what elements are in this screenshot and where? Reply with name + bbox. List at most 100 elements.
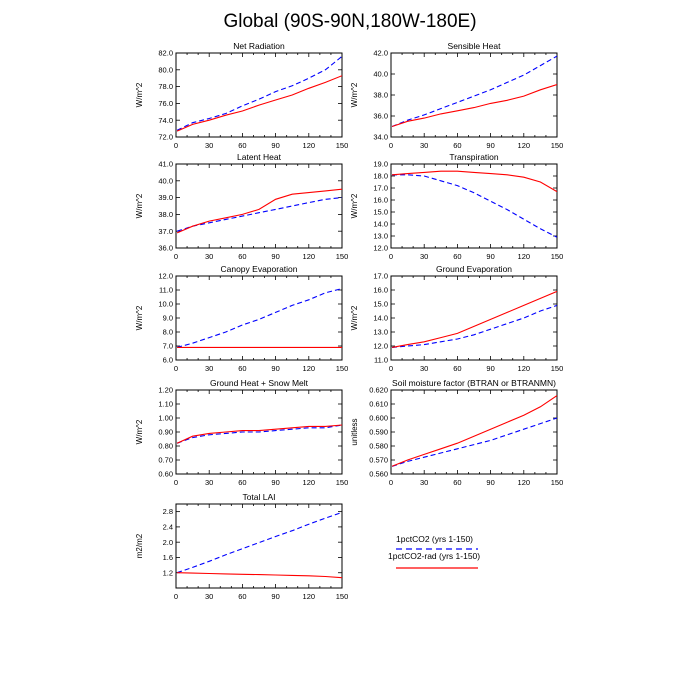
x-tick-label: 30: [420, 141, 428, 150]
x-tick-label: 90: [486, 141, 494, 150]
x-tick-label: 90: [486, 364, 494, 373]
y-tick-label: 16.0: [373, 196, 388, 205]
y-tick-label: 15.0: [373, 208, 388, 217]
legend-label-1pctco2: 1pctCO2 (yrs 1-150): [396, 534, 473, 544]
x-tick-label: 60: [238, 592, 246, 601]
plot-frame: [390, 389, 558, 475]
y-tick-label: 1.2: [163, 568, 173, 577]
series-group: [176, 424, 342, 444]
x-tick-label: 0: [174, 364, 178, 373]
x-tick-label: 30: [205, 364, 213, 373]
y-axis-label: W/m^2: [135, 419, 144, 444]
y-axis-label: W/m^2: [135, 82, 144, 107]
y-tick-label: 0.560: [369, 470, 388, 479]
plot-frame: [175, 52, 343, 138]
x-tick-label: 0: [174, 141, 178, 150]
x-tick-label: 60: [238, 141, 246, 150]
y-tick-label: 0.620: [369, 386, 388, 395]
y-tick-label: 0.80: [158, 442, 173, 451]
chart-panels: Net Radiation W/m^2 0 30 60 90 120 150 72.0 74.0 7…: [135, 41, 563, 601]
x-tick-label: 0: [389, 478, 393, 487]
x-tick-label: 150: [551, 141, 564, 150]
panel-title: Latent Heat: [237, 152, 282, 162]
x-tick-label: 120: [518, 252, 531, 261]
y-tick-label: 12.0: [373, 244, 388, 253]
y-tick-label: 0.70: [158, 456, 173, 465]
x-tick-label: 120: [518, 141, 531, 150]
y-tick-label: 13.0: [373, 232, 388, 241]
x-tick-label: 30: [205, 252, 213, 261]
x-tick-label: 30: [420, 364, 428, 373]
series-group: [392, 290, 557, 348]
series-line-1pctco2-rad: [176, 188, 342, 234]
y-tick-label: 36.0: [373, 112, 388, 121]
series-group: [391, 55, 557, 128]
y-tick-label: 11.0: [159, 286, 173, 295]
panel-title: Ground Heat + Snow Melt: [210, 378, 309, 388]
series-line-1pctco2-rad: [177, 572, 342, 579]
x-tick-label: 60: [238, 478, 246, 487]
series-line-1pctco2: [391, 55, 557, 128]
x-tick-label: 30: [420, 478, 428, 487]
y-tick-label: 1.00: [158, 414, 173, 423]
x-tick-label: 0: [174, 252, 178, 261]
panel-title: Canopy Evaporation: [220, 264, 297, 274]
y-tick-label: 1.6: [163, 553, 173, 562]
y-axis-label: W/m^2: [135, 193, 144, 218]
y-tick-label: 13.0: [373, 328, 388, 337]
y-tick-label: 15.0: [373, 300, 388, 309]
y-tick-label: 40.0: [158, 176, 173, 185]
x-tick-label: 90: [271, 252, 279, 261]
x-tick-label: 150: [551, 364, 564, 373]
panel-title: Total LAI: [242, 492, 275, 502]
panel-title: Net Radiation: [233, 41, 285, 51]
series-line-1pctco2: [176, 511, 342, 574]
y-tick-label: 2.8: [163, 507, 173, 516]
series-line-1pctco2: [392, 174, 557, 238]
series-group: [176, 511, 342, 579]
x-tick-label: 90: [486, 252, 494, 261]
series-line-1pctco2: [176, 197, 342, 232]
legend-label-1pctco2-rad: 1pctCO2-rad (yrs 1-150): [388, 551, 480, 561]
series-line-1pctco2-rad: [392, 170, 557, 193]
y-tick-label: 14.0: [373, 220, 388, 229]
y-tick-label: 12.0: [158, 272, 173, 281]
panel-title: Transpiration: [449, 152, 499, 162]
panel-latent-heat: Latent Heat W/m^2 0 30 60 90 120 150 36.0 37.0 38.…: [135, 152, 348, 261]
x-tick-label: 150: [336, 141, 349, 150]
y-tick-label: 38.0: [158, 210, 173, 219]
x-tick-label: 60: [238, 364, 246, 373]
y-tick-label: 17.0: [373, 184, 388, 193]
x-tick-label: 0: [174, 478, 178, 487]
y-tick-label: 9.0: [163, 314, 173, 323]
series-group: [392, 170, 557, 238]
panel-title: Soil moisture factor (BTRAN or BTRANMN): [392, 378, 556, 388]
x-tick-label: 150: [336, 592, 349, 601]
x-tick-label: 90: [486, 478, 494, 487]
x-tick-label: 150: [336, 252, 349, 261]
x-tick-label: 30: [205, 478, 213, 487]
x-tick-label: 120: [303, 141, 316, 150]
x-tick-label: 120: [303, 364, 316, 373]
y-tick-label: 76.0: [158, 99, 173, 108]
x-tick-label: 30: [205, 592, 213, 601]
x-tick-label: 90: [271, 364, 279, 373]
series-line-1pctco2: [176, 288, 342, 348]
y-tick-label: 42.0: [373, 49, 388, 58]
x-tick-label: 0: [389, 364, 393, 373]
panel-title: Sensible Heat: [448, 41, 502, 51]
series-line-1pctco2-rad: [392, 290, 557, 348]
y-tick-label: 1.10: [158, 400, 173, 409]
y-tick-label: 0.90: [158, 428, 173, 437]
y-tick-label: 12.0: [373, 342, 388, 351]
y-tick-label: 10.0: [158, 300, 173, 309]
y-tick-label: 37.0: [158, 227, 173, 236]
x-tick-label: 120: [303, 478, 316, 487]
series-group: [176, 55, 342, 132]
panel-soil-moisture-factor-btran-or-btranmn: Soil moisture factor (BTRAN or BTRANMN) u…: [350, 378, 563, 487]
y-tick-label: 7.0: [163, 342, 173, 351]
y-tick-label: 80.0: [158, 65, 173, 74]
series-line-1pctco2: [176, 55, 342, 131]
series-line-1pctco2: [392, 304, 557, 348]
